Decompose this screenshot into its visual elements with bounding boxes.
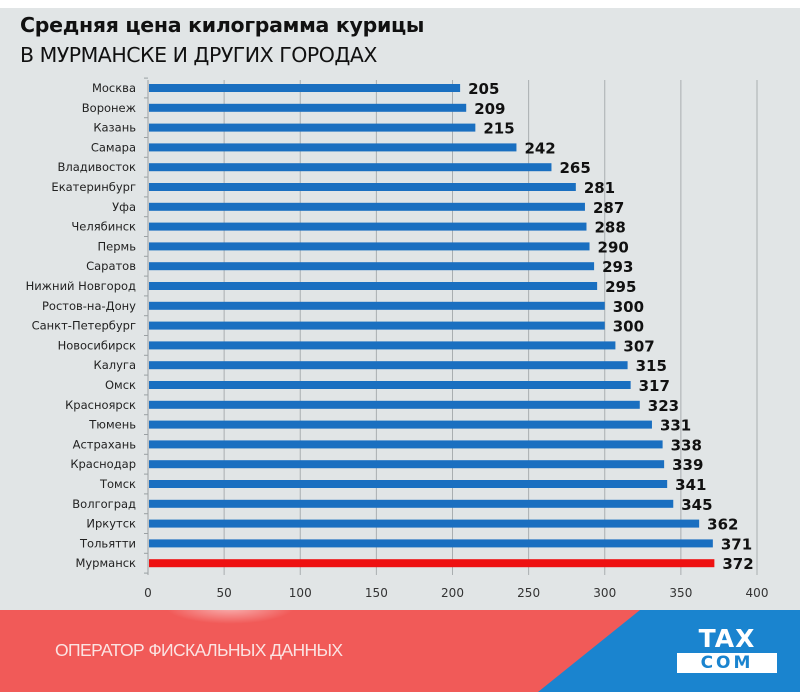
bar [149, 499, 674, 508]
footer-glow [165, 610, 295, 624]
value-label: 317 [639, 377, 670, 395]
bar [149, 163, 552, 172]
bar [149, 460, 665, 469]
value-label: 345 [681, 496, 712, 514]
category-label: Ростов-на-Дону [42, 299, 136, 313]
taxcom-logo: TAX COM [677, 624, 777, 673]
value-label: 205 [468, 80, 499, 98]
category-label: Мурманск [75, 556, 136, 570]
chart-subtitle: В МУРМАНСКЕ И ДРУГИХ ГОРОДАХ [20, 43, 377, 67]
category-label: Томск [99, 477, 136, 491]
category-label: Москва [92, 81, 136, 95]
value-label: 300 [613, 318, 644, 336]
bar [149, 400, 640, 409]
bar [149, 242, 590, 251]
x-tick-label: 150 [365, 586, 388, 600]
title-block: Средняя цена килограмма курицы В МУРМАНС… [20, 10, 424, 70]
bar [149, 341, 616, 350]
value-label: 293 [602, 258, 633, 276]
value-label: 323 [648, 397, 679, 415]
category-label: Саратов [86, 259, 136, 273]
value-label: 331 [660, 417, 691, 435]
category-label: Пермь [98, 239, 137, 253]
top-strip [0, 0, 800, 8]
bar [149, 381, 631, 389]
value-label: 242 [524, 139, 555, 157]
x-tick-label: 250 [517, 586, 540, 600]
category-label: Челябинск [71, 220, 136, 234]
category-label: Владивосток [57, 160, 136, 174]
logo-tax-text: TAX [698, 624, 756, 653]
bar [149, 420, 652, 429]
value-label: 341 [675, 476, 706, 494]
value-label: 371 [721, 535, 752, 553]
value-label: 315 [636, 357, 667, 375]
category-label: Тольятти [79, 536, 136, 550]
category-label: Воронеж [82, 101, 136, 115]
value-label: 265 [559, 159, 590, 177]
bar [149, 123, 476, 132]
category-label: Иркутск [86, 517, 136, 531]
bar [149, 361, 628, 370]
bar [149, 143, 517, 152]
value-label: 362 [707, 516, 738, 534]
bar-highlight [149, 559, 715, 568]
category-label: Волгоград [72, 497, 136, 511]
value-label: 209 [474, 100, 505, 118]
category-label: Казань [93, 121, 136, 135]
bar [149, 183, 576, 191]
x-tick-label: 400 [746, 586, 769, 600]
x-tick-label: 50 [216, 586, 231, 600]
x-tick-label: 200 [441, 586, 464, 600]
category-label: Екатеринбург [51, 180, 136, 194]
category-label: Краснодар [70, 457, 136, 471]
value-label: 215 [483, 120, 514, 138]
x-tick-label: 0 [144, 586, 152, 600]
footer-banner: ОПЕРАТОР ФИСКАЛЬНЫХ ДАННЫХ TAX COM [0, 610, 800, 692]
value-label: 295 [605, 278, 636, 296]
bar [149, 519, 700, 528]
value-label: 281 [584, 179, 615, 197]
category-label: Самара [91, 140, 136, 154]
bar [149, 282, 598, 290]
bar [149, 301, 605, 310]
category-label: Тюмень [88, 418, 136, 432]
x-tick-label: 100 [289, 586, 312, 600]
value-label: 287 [593, 199, 624, 217]
category-label: Санкт-Петербург [32, 319, 136, 333]
bar [149, 480, 668, 488]
value-label: 372 [722, 555, 753, 573]
value-label: 300 [613, 298, 644, 316]
bars [149, 84, 715, 568]
category-label: Нижний Новгород [26, 279, 136, 293]
value-label: 288 [594, 219, 625, 237]
footer-operator-text: ОПЕРАТОР ФИСКАЛЬНЫХ ДАННЫХ [55, 640, 343, 660]
bar [149, 321, 605, 330]
value-label: 307 [623, 337, 654, 355]
category-label: Калуга [94, 358, 136, 372]
category-label: Омск [105, 378, 136, 392]
logo-com-text: COM [677, 653, 777, 673]
category-label: Астрахань [73, 437, 137, 451]
bar [149, 440, 663, 449]
category-label: Красноярск [65, 398, 136, 412]
category-labels: Москва Воронеж Казань Самара Владивосток Екат… [26, 81, 137, 570]
bar [149, 222, 587, 231]
x-tick-labels: 0 50 100 150 200 250 300 350 400 [144, 586, 768, 600]
x-tick-label: 350 [669, 586, 692, 600]
x-tick-label: 300 [593, 586, 616, 600]
value-labels: 2052092152422652812872882902932953003003… [468, 80, 754, 573]
category-label: Новосибирск [58, 338, 136, 352]
bar [149, 202, 585, 211]
category-label: Уфа [112, 200, 136, 214]
value-label: 339 [672, 456, 703, 474]
bar [149, 103, 467, 112]
value-label: 338 [671, 436, 702, 454]
bar [149, 262, 595, 271]
value-label: 290 [598, 238, 629, 256]
chart-title: Средняя цена килограмма курицы [20, 13, 425, 37]
bar [149, 84, 461, 92]
bar-chart: Москва Воронеж Казань Самара Владивосток Екат… [26, 77, 768, 600]
bar [149, 539, 713, 548]
